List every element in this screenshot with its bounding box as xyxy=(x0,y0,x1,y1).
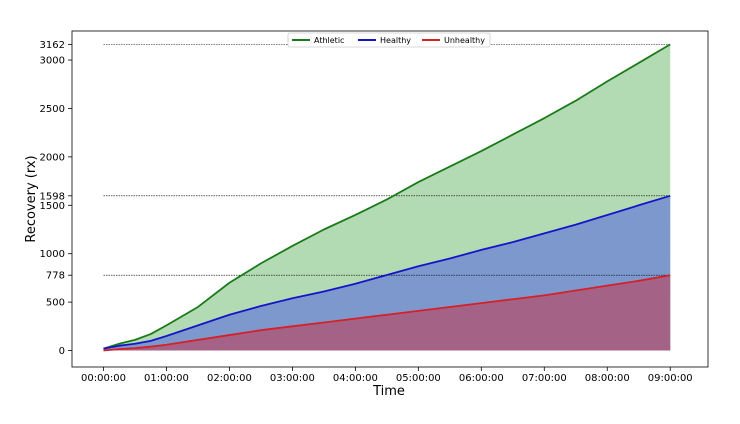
x-tick-label: 00:00:00 xyxy=(81,373,126,384)
legend-label-unhealthy: Unhealthy xyxy=(444,36,485,45)
plot-frame xyxy=(71,30,709,368)
line-layer xyxy=(103,43,671,352)
y-tick-label: 1000 xyxy=(40,249,65,260)
legend: Athletic Healthy Unhealthy xyxy=(287,32,491,48)
y-tick-label: 500 xyxy=(46,298,65,309)
x-tick-label: 06:00:00 xyxy=(459,373,504,384)
y-tick-label: 3162 xyxy=(40,40,65,51)
y-tick-label: 2500 xyxy=(40,104,65,115)
legend-label-healthy: Healthy xyxy=(380,36,411,45)
x-axis-title: Time xyxy=(372,384,405,399)
y-tick-label: 778 xyxy=(46,271,65,282)
x-tick-label: 04:00:00 xyxy=(333,373,378,384)
x-tick-label: 02:00:00 xyxy=(207,373,252,384)
y-tick-label: 1598 xyxy=(40,191,65,202)
x-axis-ticks: 00:00:00 01:00:00 02:00:00 03:00:00 04:00:00… xyxy=(81,367,693,384)
x-tick-label: 08:00:00 xyxy=(585,373,630,384)
legend-label-athletic: Athletic xyxy=(314,36,344,45)
x-tick-label: 03:00:00 xyxy=(270,373,315,384)
legend-box xyxy=(287,32,491,48)
area-unhealthy xyxy=(103,275,671,351)
y-tick-label: 2000 xyxy=(40,152,65,163)
y-tick-label: 3000 xyxy=(40,56,65,67)
line-athletic xyxy=(103,43,671,350)
x-tick-label: 09:00:00 xyxy=(648,373,693,384)
x-tick-label: 01:00:00 xyxy=(144,373,189,384)
y-axis-title: Recovery (rx) xyxy=(24,155,39,242)
x-tick-label: 07:00:00 xyxy=(522,373,567,384)
line-unhealthy xyxy=(103,274,671,352)
x-tick-label: 05:00:00 xyxy=(396,373,441,384)
y-tick-label: 1500 xyxy=(40,201,65,212)
line-healthy xyxy=(103,194,671,350)
y-tick-label: 0 xyxy=(59,346,65,357)
